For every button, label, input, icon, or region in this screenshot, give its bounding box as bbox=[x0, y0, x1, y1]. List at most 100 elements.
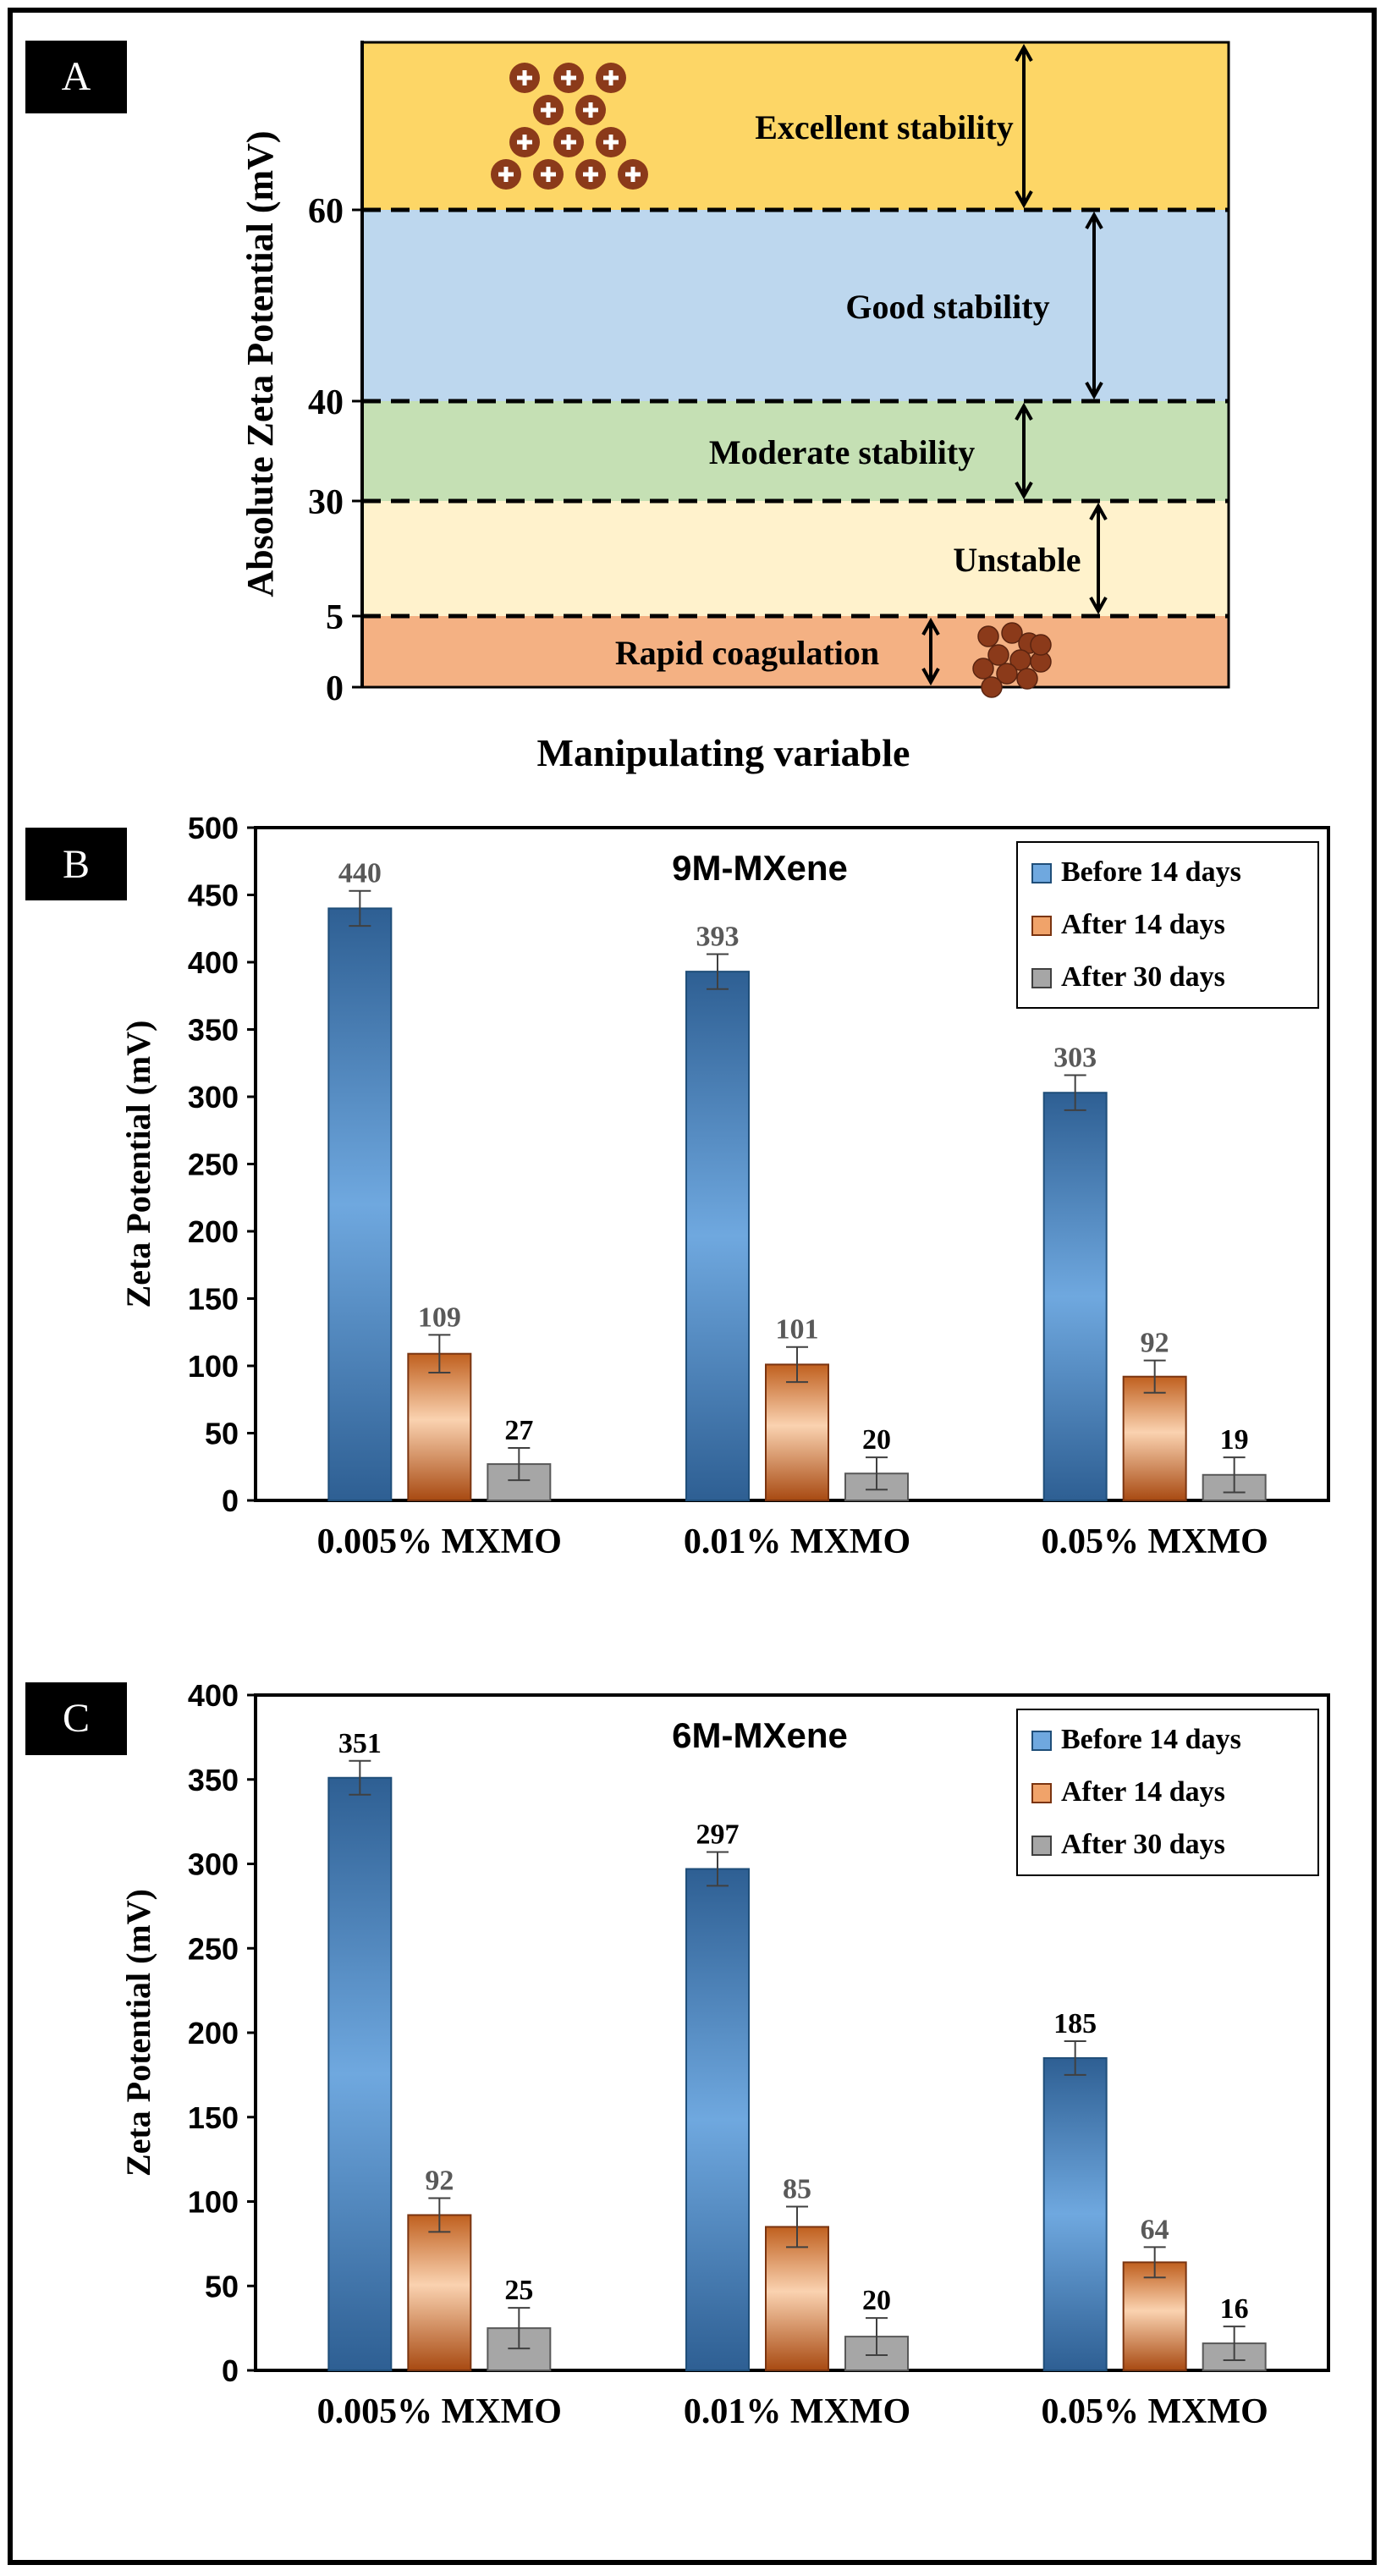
chart-c-data-label: 92 bbox=[425, 2166, 454, 2197]
chart-c-bar bbox=[1122, 2261, 1187, 2372]
chart-b-data-label: 440 bbox=[338, 858, 382, 889]
positive-particles-icon bbox=[491, 63, 648, 190]
chart-b-x-tick-label: 0.005% MXMO bbox=[317, 1522, 562, 1561]
chart-b-error-bar bbox=[866, 1456, 888, 1491]
chart-c-data-label: 85 bbox=[783, 2173, 811, 2204]
chart-b-legend-swatch bbox=[1031, 916, 1052, 936]
zone-moderate-stability-arrow-head-bottom bbox=[1015, 482, 1033, 500]
coagulated-particle-icon bbox=[1001, 622, 1023, 644]
chart-c-y-tick-label: 0 bbox=[222, 2353, 239, 2388]
zone-good-stability-arrow-head-bottom bbox=[1085, 382, 1103, 400]
positive-particle-icon bbox=[533, 95, 564, 125]
panel-c: C 0 50 100 150 200 250 300 350 400 Zeta Potential… bbox=[25, 1678, 1330, 2431]
chart-c-error-bar bbox=[349, 1759, 371, 1796]
chart-b-legend-label: After 14 days bbox=[1061, 909, 1225, 940]
positive-particle-icon bbox=[575, 95, 606, 125]
zone-good-stability-arrow-head-top bbox=[1085, 211, 1103, 229]
chart-9m-mxene: 0 50 100 150 200 250 300 350 400 450 500 Zeta Poten… bbox=[119, 811, 1330, 1561]
chart-c-error-bar bbox=[428, 2197, 451, 2233]
zone-good-stability bbox=[362, 210, 1229, 401]
chart-c-legend-label: After 30 days bbox=[1061, 1829, 1225, 1860]
chart-c-y-tick-label: 250 bbox=[188, 1931, 239, 1966]
chart-c-y-tick-label: 200 bbox=[188, 2016, 239, 2050]
chart-c-bar bbox=[407, 2214, 472, 2371]
chart-b-y-tick-label: 0 bbox=[222, 1483, 239, 1518]
panel-a-label-box bbox=[25, 41, 127, 113]
positive-particle-icon bbox=[491, 159, 521, 190]
chart-c-bar bbox=[327, 1776, 393, 2371]
stability-zones: Excellent stability Good stability Moderat… bbox=[360, 41, 1230, 689]
panel-a-y-tick-label: 5 bbox=[326, 598, 344, 637]
chart-c-data-label: 185 bbox=[1053, 2008, 1097, 2039]
chart-b-y-tick-label: 50 bbox=[205, 1417, 239, 1451]
chart-c-bar bbox=[1042, 2056, 1108, 2372]
zone-rapid-coagulation-label: Rapid coagulation bbox=[615, 634, 879, 672]
chart-b-data-label: 303 bbox=[1053, 1043, 1097, 1074]
chart-c-legend-swatch bbox=[1031, 1783, 1052, 1803]
panel-a-y-ticks: 60 40 30 5 0 bbox=[308, 192, 362, 708]
zone-moderate-stability bbox=[362, 401, 1229, 501]
chart-b-y-tick-label: 450 bbox=[188, 878, 239, 913]
chart-c-error-bar bbox=[866, 2317, 888, 2357]
zone-unstable bbox=[362, 501, 1229, 616]
chart-b-bar bbox=[1122, 1375, 1187, 1501]
zone-unstable-arrow-head-bottom bbox=[1089, 597, 1108, 615]
chart-c-legend-swatch bbox=[1031, 1836, 1052, 1856]
zone-excellent-stability-arrow-head-top bbox=[1015, 43, 1033, 62]
positive-particle-icon bbox=[553, 63, 584, 93]
panel-c-label-box bbox=[25, 1682, 127, 1755]
chart-b-legend-label: Before 14 days bbox=[1061, 856, 1241, 888]
chart-c-y-tick-label: 350 bbox=[188, 1763, 239, 1797]
chart-c-y-tick-label: 100 bbox=[188, 2185, 239, 2220]
chart-b-error-bar bbox=[1143, 1359, 1166, 1394]
coagulated-particle-icon bbox=[977, 625, 999, 647]
chart-c-error-bar bbox=[1223, 2326, 1246, 2362]
chart-b-error-bar bbox=[349, 889, 371, 927]
chart-c-data-label: 64 bbox=[1141, 2214, 1169, 2245]
chart-b-legend-swatch bbox=[1031, 968, 1052, 988]
panel-a-y-tick-label: 0 bbox=[326, 669, 344, 708]
chart-c-error-bar bbox=[508, 2307, 531, 2350]
chart-b-y-tick-label: 300 bbox=[188, 1080, 239, 1115]
chart-b-data-label: 19 bbox=[1220, 1424, 1249, 1456]
chart-c-data-label: 351 bbox=[338, 1728, 382, 1759]
zone-rapid-coagulation bbox=[362, 616, 1229, 687]
chart-b-data-label: 27 bbox=[504, 1415, 533, 1446]
zone-good-stability-label: Good stability bbox=[845, 288, 1049, 326]
chart-b-error-bar bbox=[786, 1346, 808, 1384]
panel-a-y-tick-label: 40 bbox=[308, 383, 344, 422]
chart-c-error-bar bbox=[707, 1851, 729, 1887]
zone-rapid-coagulation-arrow-head-bottom bbox=[921, 668, 940, 686]
chart-b-error-bar bbox=[707, 953, 729, 990]
chart-c-error-bar bbox=[1143, 2246, 1166, 2279]
chart-b-y-tick-label: 400 bbox=[188, 945, 239, 980]
panel-a: A Excellent stability Good stability Moder… bbox=[25, 41, 1230, 774]
panel-a-y-tick-label: 30 bbox=[308, 483, 344, 522]
chart-c-legend-label: After 14 days bbox=[1061, 1776, 1225, 1808]
chart-b-y-tick-label: 200 bbox=[188, 1214, 239, 1249]
zone-moderate-stability-label: Moderate stability bbox=[709, 433, 975, 471]
coagulated-particle-icon bbox=[987, 644, 1009, 666]
zone-excellent-stability-arrow-head-bottom bbox=[1015, 190, 1033, 209]
chart-c-title: 6M-MXene bbox=[672, 1715, 848, 1755]
chart-b-bar bbox=[327, 907, 393, 1501]
chart-b-error-bar bbox=[508, 1446, 531, 1482]
chart-6m-mxene: 0 50 100 150 200 250 300 350 400 Zeta Potential (… bbox=[119, 1678, 1330, 2431]
chart-b-data-label: 20 bbox=[862, 1424, 891, 1456]
panel-a-x-axis-label: Manipulating variable bbox=[537, 731, 910, 774]
chart-b-y-tick-label: 350 bbox=[188, 1013, 239, 1048]
chart-c-data-label: 20 bbox=[862, 2285, 891, 2316]
chart-b-data-label: 393 bbox=[696, 921, 740, 952]
chart-c-y-tick-label: 400 bbox=[188, 1678, 239, 1713]
coagulated-particle-icon bbox=[1030, 634, 1052, 656]
chart-b-legend bbox=[1016, 841, 1319, 1009]
chart-b-legend-swatch bbox=[1031, 863, 1052, 883]
chart-b-y-tick-label: 150 bbox=[188, 1282, 239, 1317]
chart-b-bar bbox=[685, 971, 750, 1501]
panel-b-label: B bbox=[63, 842, 90, 887]
positive-particle-icon bbox=[596, 127, 626, 157]
chart-c-data-label: 25 bbox=[504, 2275, 533, 2306]
panel-a-y-axis-label: Absolute Zeta Potential (mV) bbox=[239, 130, 281, 597]
chart-c-bar bbox=[765, 2226, 829, 2372]
chart-c-legend-label: Before 14 days bbox=[1061, 1724, 1241, 1755]
